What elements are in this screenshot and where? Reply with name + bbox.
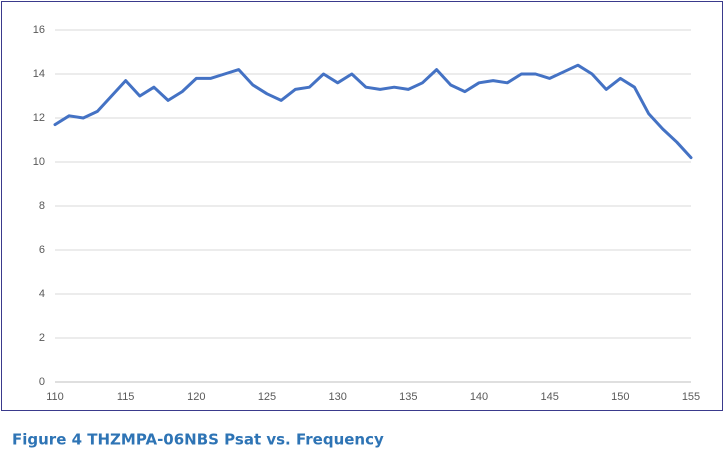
x-tick-label: 120: [187, 391, 205, 403]
x-tick-label: 150: [611, 391, 629, 403]
x-tick-label: 140: [470, 391, 488, 403]
y-tick-label: 12: [33, 112, 45, 124]
figure-caption: Figure 4 THZMPA-06NBS Psat vs. Frequency: [12, 431, 384, 449]
y-tick-label: 6: [39, 244, 45, 256]
y-tick-label: 8: [39, 200, 45, 212]
y-tick-label: 4: [39, 288, 45, 300]
x-tick-label: 135: [399, 391, 417, 403]
x-tick-label: 145: [540, 391, 558, 403]
x-tick-label: 130: [328, 391, 346, 403]
x-tick-label: 155: [682, 391, 700, 403]
y-tick-label: 0: [39, 376, 45, 388]
y-tick-label: 14: [33, 68, 45, 80]
x-tick-label: 110: [46, 391, 64, 403]
x-tick-label: 125: [258, 391, 276, 403]
y-tick-label: 10: [33, 156, 45, 168]
data-line: [53, 63, 693, 160]
y-tick-label: 2: [39, 332, 45, 344]
y-tick-label: 16: [33, 24, 45, 36]
x-tick-label: 115: [117, 391, 135, 403]
